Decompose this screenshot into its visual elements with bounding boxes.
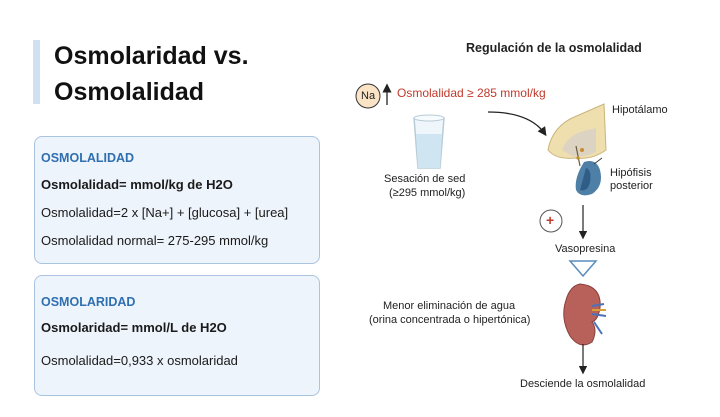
plus-label: + [546, 212, 555, 228]
kidney-icon [563, 283, 607, 346]
page-title-line1: Osmolaridad vs. [54, 42, 249, 70]
osmolaridad-relation: Osmolalidad=0,933 x osmolaridad [41, 353, 238, 368]
vasopressin-triangle-icon [568, 260, 598, 278]
stimulation-plus-icon [539, 209, 563, 233]
curved-arrow-icon [487, 111, 547, 137]
osmolalidad-definition: Osmolalidad= mmol/kg de H2O [41, 177, 233, 192]
hipofisis-label-line2: posterior [610, 180, 653, 192]
sed-label-line1: Sesación de sed [384, 173, 466, 185]
osmolalidad-formula: Osmolalidad=2 x [Na+] + [glucosa] + [ure… [41, 205, 289, 220]
trigger-label: Osmolalidad ≥ 285 mmol/kg [397, 86, 546, 100]
agua-label-line2: (orina concentrada o hipertónica) [369, 314, 531, 326]
osmolaridad-heading: OSMOLARIDAD [41, 295, 136, 309]
water-glass-icon [413, 114, 445, 169]
osmolalidad-heading: OSMOLALIDAD [41, 151, 135, 165]
osmolaridad-definition: Osmolaridad= mmol/L de H2O [41, 320, 227, 335]
page-title: Osmolaridad vs. Osmolalidad [54, 38, 249, 110]
sodium-label: Na [361, 90, 376, 102]
agua-label-line1: Menor eliminación de agua [383, 300, 516, 312]
osmolaridad-card: OSMOLARIDAD Osmolaridad= mmol/L de H2O O… [34, 275, 320, 396]
diagram-title: Regulación de la osmolalidad [466, 41, 642, 55]
osmolalidad-normal: Osmolalidad normal= 275-295 mmol/kg [41, 233, 269, 248]
vasopresina-label: Vasopresina [555, 243, 616, 255]
page-title-line2: Osmolalidad [54, 78, 205, 106]
osmolalidad-card: OSMOLALIDAD Osmolalidad= mmol/kg de H2O … [34, 136, 320, 264]
result-label: Desciende la osmolalidad [520, 378, 646, 390]
hipofisis-label-line1: Hipófisis [610, 167, 652, 179]
title-accent-bar [33, 40, 40, 104]
sed-label-line2: (≥295 mmol/kg) [389, 187, 466, 199]
hypothalamus-illustration-icon [547, 103, 607, 196]
hipotalamo-label: Hipotálamo [612, 104, 668, 116]
sodium-circle-icon [355, 83, 381, 109]
